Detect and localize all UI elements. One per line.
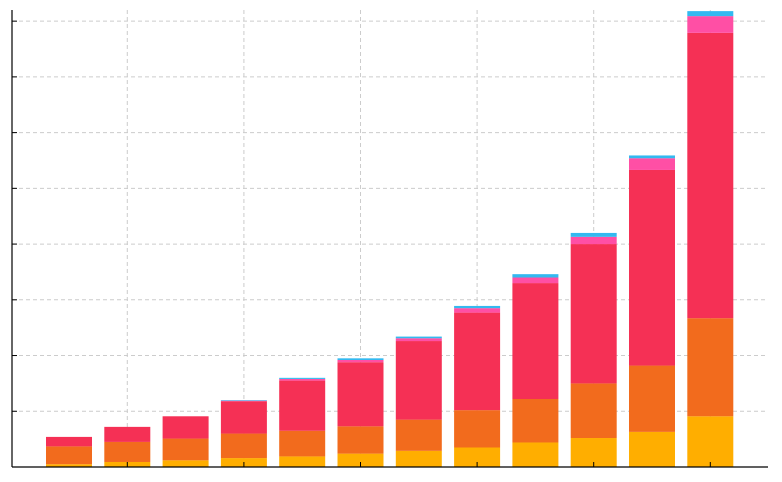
bar-stack-6 <box>395 336 442 467</box>
bar-segment-11-4 <box>687 11 734 17</box>
bar-segment-10-4 <box>629 155 675 159</box>
bar-segment-7-0 <box>454 447 501 467</box>
bar-segment-6-2 <box>395 341 442 420</box>
bar-segment-1-1 <box>104 441 151 462</box>
bar-segment-6-3 <box>395 338 442 342</box>
bar-segment-5-1 <box>337 426 384 454</box>
bar-stack-10 <box>629 155 675 467</box>
bar-segment-9-3 <box>570 236 617 245</box>
bar-segment-8-0 <box>512 442 559 467</box>
bar-segment-10-3 <box>629 158 675 170</box>
bar-segment-10-2 <box>629 169 675 366</box>
bar-stack-3 <box>220 400 267 467</box>
bar-stack-4 <box>279 377 326 467</box>
bar-stacks <box>46 11 734 467</box>
bar-segment-9-1 <box>570 383 617 439</box>
bar-segment-3-2 <box>220 401 267 434</box>
bar-stack-8 <box>512 274 559 467</box>
bar-stack-1 <box>104 426 151 467</box>
bar-segment-8-3 <box>512 277 559 284</box>
bar-segment-0-2 <box>46 436 92 447</box>
bar-segment-6-4 <box>395 336 442 339</box>
bar-segment-8-1 <box>512 399 559 443</box>
bar-segment-9-2 <box>570 244 617 384</box>
bar-segment-4-2 <box>279 380 326 431</box>
bar-segment-3-3 <box>220 400 267 402</box>
bar-segment-5-4 <box>337 358 384 360</box>
bar-segment-0-1 <box>46 446 92 465</box>
bar-segment-4-0 <box>279 456 326 467</box>
bar-segment-2-0 <box>162 460 209 467</box>
bar-segment-8-4 <box>512 274 559 278</box>
bar-segment-9-4 <box>570 232 617 237</box>
bar-segment-10-1 <box>629 365 675 432</box>
bar-segment-5-3 <box>337 359 384 363</box>
bar-stack-0 <box>46 436 92 467</box>
bar-segment-7-4 <box>454 305 501 309</box>
bar-segment-11-2 <box>687 32 734 319</box>
bar-segment-4-1 <box>279 430 326 457</box>
bar-stack-9 <box>570 232 617 467</box>
bar-segment-10-0 <box>629 431 675 467</box>
bar-stack-7 <box>454 305 501 467</box>
bar-segment-6-0 <box>395 450 442 467</box>
bar-segment-3-4 <box>220 400 267 401</box>
bar-segment-1-2 <box>104 426 151 442</box>
bar-segment-4-3 <box>279 378 326 381</box>
bar-segment-5-0 <box>337 453 384 467</box>
bar-segment-11-1 <box>687 318 734 417</box>
bar-segment-7-3 <box>454 308 501 313</box>
bar-segment-8-2 <box>512 283 559 400</box>
bar-stack-2 <box>162 416 209 467</box>
bar-stack-11 <box>687 11 734 467</box>
bar-segment-11-0 <box>687 416 734 467</box>
bar-segment-6-1 <box>395 419 442 451</box>
bar-segment-0-0 <box>46 464 92 467</box>
bar-segment-2-2 <box>162 416 209 439</box>
bar-stack-5 <box>337 358 384 467</box>
bar-segment-7-2 <box>454 312 501 411</box>
bar-segment-3-1 <box>220 433 267 459</box>
bar-segment-5-2 <box>337 362 384 427</box>
bar-segment-2-1 <box>162 438 209 461</box>
bar-segment-11-3 <box>687 16 734 33</box>
bar-segment-4-4 <box>279 377 326 379</box>
axes <box>11 10 768 468</box>
bar-segment-7-1 <box>454 410 501 448</box>
